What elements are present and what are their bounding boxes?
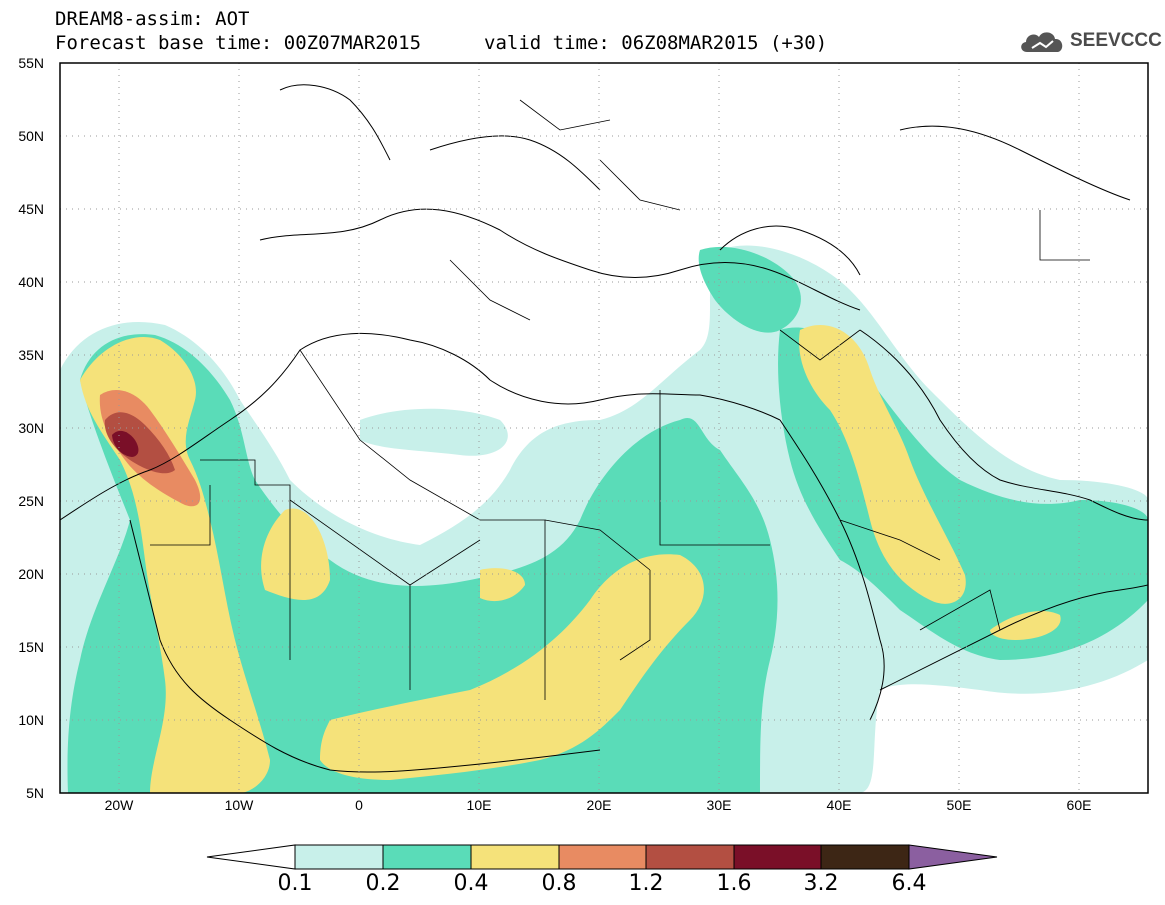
aot-1.6-region [112, 430, 139, 457]
lon-label: 50E [946, 797, 972, 813]
colorbar-bin-3.2 [820, 844, 910, 870]
colorbar-overflow-triangle [908, 844, 998, 870]
lon-label: 20E [586, 797, 612, 813]
colorbar-label: 0.1 [277, 871, 313, 896]
forecast-base-time: Forecast base time: 00Z07MAR2015 [55, 32, 422, 54]
colorbar-bin-0.4 [470, 844, 560, 870]
map-title: DREAM8-assim: AOT [55, 8, 250, 30]
lon-label: 60E [1066, 797, 1092, 813]
country-borders [150, 99, 1090, 700]
seevccc-logo: SEEVCCC [1018, 26, 1162, 56]
colorbar-label: 1.6 [716, 871, 752, 896]
logo-text: SEEVCCC [1070, 30, 1162, 51]
colorbar-bin-0.1 [294, 844, 384, 870]
lat-label: 20N [18, 566, 44, 582]
colorbar-bin-0.2 [382, 844, 472, 870]
valid-time: valid time: 06Z08MAR2015 (+30) [484, 32, 828, 54]
grid-lines [60, 63, 1148, 793]
lon-label: 30E [706, 797, 732, 813]
lat-label: 25N [18, 493, 44, 509]
colorbar-label: 1.2 [628, 871, 664, 896]
lat-label: 5N [26, 785, 44, 801]
coastlines [60, 84, 1148, 773]
lat-label: 35N [18, 347, 44, 363]
colorbar-underflow-triangle [206, 844, 296, 870]
lon-label: 20W [104, 797, 134, 813]
lat-label: 50N [18, 128, 44, 144]
lat-label: 55N [18, 55, 44, 71]
colorbar-label: 0.2 [365, 871, 401, 896]
lat-label: 45N [18, 201, 44, 217]
colorbar-label: 6.4 [891, 871, 927, 896]
colorbar-label: 3.2 [803, 871, 839, 896]
colorbar-label: 0.8 [541, 871, 577, 896]
cloud-icon [1021, 32, 1063, 52]
colorbar-bin-0.8 [558, 844, 647, 870]
lat-label: 10N [18, 712, 44, 728]
lon-label: 40E [826, 797, 852, 813]
lat-label: 15N [18, 639, 44, 655]
lon-label: 0 [355, 797, 363, 813]
aot-1.2-region [104, 412, 175, 474]
lat-label: 30N [18, 420, 44, 436]
colorbar-bin-1.6 [733, 844, 822, 870]
colorbar-label: 0.4 [453, 871, 489, 896]
lat-label: 40N [18, 274, 44, 290]
map-frame [59, 62, 1149, 794]
lon-label: 10W [224, 797, 254, 813]
colorbar-bin-1.2 [645, 844, 735, 870]
colorbar [206, 844, 998, 870]
lon-label: 10E [466, 797, 492, 813]
